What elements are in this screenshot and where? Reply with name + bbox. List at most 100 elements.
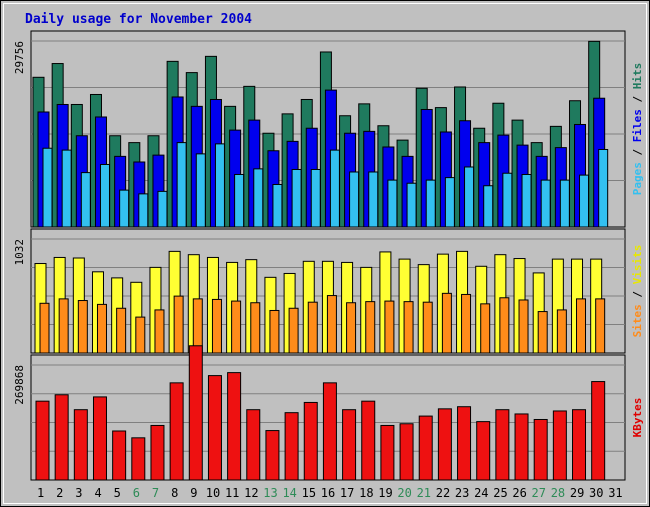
x-tick-label: 17	[340, 486, 354, 500]
bar-sites-day-7	[154, 309, 165, 354]
bar-pages-day-28	[559, 179, 570, 228]
bar-sites-day-11	[231, 300, 242, 354]
x-tick-label: 13	[263, 486, 277, 500]
x-tick-label: 16	[321, 486, 335, 500]
bar-kbytes-day-23	[457, 406, 472, 481]
bar-pages-day-22	[444, 177, 455, 228]
x-tick-label: 3	[75, 486, 82, 500]
bar-pages-day-24	[483, 185, 494, 228]
bar-kbytes-day-28	[552, 410, 567, 481]
bar-kbytes-day-5	[112, 430, 127, 481]
x-tick-label: 23	[455, 486, 469, 500]
bar-pages-day-19	[387, 179, 398, 228]
bar-pages-day-6	[138, 193, 149, 228]
bar-pages-day-1	[42, 147, 53, 228]
bar-sites-day-18	[365, 301, 376, 354]
bar-kbytes-day-17	[342, 409, 357, 481]
bar-pages-day-3	[80, 172, 91, 228]
bar-pages-day-18	[368, 171, 379, 228]
x-tick-label: 18	[359, 486, 373, 500]
bar-sites-day-27	[537, 311, 548, 354]
x-tick-label: 9	[190, 486, 197, 500]
bar-pages-day-27	[540, 179, 551, 228]
x-tick-label: 14	[282, 486, 296, 500]
legend-part: Visits	[631, 245, 644, 285]
bar-kbytes-day-19	[380, 424, 395, 481]
bar-sites-day-6	[135, 316, 146, 354]
bar-pages-day-15	[310, 168, 321, 228]
x-tick-label: 19	[378, 486, 392, 500]
bar-sites-day-2	[58, 298, 69, 354]
y-max-label: 29756	[13, 41, 26, 74]
bar-sites-day-17	[346, 302, 357, 354]
bar-sites-day-24	[480, 303, 491, 354]
bar-pages-day-8	[176, 142, 187, 228]
bar-kbytes-day-24	[476, 421, 491, 481]
bar-sites-day-20	[403, 301, 414, 354]
legend-part: /	[631, 284, 644, 304]
bar-pages-day-12	[253, 168, 264, 228]
bar-pages-day-26	[521, 173, 532, 228]
bar-kbytes-day-30	[591, 381, 606, 481]
bar-kbytes-day-4	[92, 396, 107, 481]
x-tick-label: 20	[397, 486, 411, 500]
bar-sites-day-13	[269, 309, 280, 354]
bar-sites-day-12	[250, 302, 261, 354]
bar-kbytes-day-9	[188, 345, 203, 481]
bar-sites-day-8	[173, 295, 184, 354]
panel-hits-files-pages: 29756 Pages / Files / Hits	[13, 30, 644, 228]
x-tick-label: 8	[171, 486, 178, 500]
bar-sites-day-1	[39, 302, 50, 354]
bar-pages-day-16	[329, 149, 340, 228]
bar-kbytes-day-10	[207, 375, 222, 481]
x-tick-label: 6	[133, 486, 140, 500]
x-tick-label: 26	[512, 486, 526, 500]
bar-kbytes-day-27	[533, 418, 548, 481]
x-tick-label: 22	[436, 486, 450, 500]
y-max-label: 269868	[13, 365, 26, 405]
bar-kbytes-day-25	[495, 409, 510, 481]
bar-pages-day-14	[291, 168, 302, 228]
x-tick-label: 12	[244, 486, 258, 500]
bar-kbytes-day-3	[73, 409, 88, 481]
bar-sites-day-19	[384, 300, 395, 354]
bar-pages-day-23	[464, 166, 475, 228]
x-tick-label: 5	[114, 486, 121, 500]
x-tick-label: 25	[493, 486, 507, 500]
chart-border-inner	[3, 3, 647, 504]
chart-panels: 29756 Pages / Files / Hits 1032 Sites / Vis…	[13, 30, 644, 481]
bar-sites-day-5	[116, 307, 127, 354]
bar-kbytes-day-21	[418, 415, 433, 481]
legend-part: Sites	[631, 304, 644, 337]
bar-pages-day-13	[272, 183, 283, 228]
bar-pages-day-21	[425, 179, 436, 228]
legend-part: Files	[631, 109, 644, 142]
bar-pages-day-5	[119, 189, 130, 228]
series-legend-label: KBytes	[631, 398, 644, 438]
legend-part: Hits	[631, 63, 644, 90]
bar-pages-day-25	[502, 172, 513, 228]
legend-part: Pages	[631, 162, 644, 195]
bar-sites-day-9	[192, 298, 203, 354]
bar-sites-day-16	[326, 295, 337, 354]
bar-kbytes-day-13	[265, 430, 280, 481]
x-tick-label: 21	[417, 486, 431, 500]
bar-sites-day-25	[499, 297, 510, 354]
x-tick-label: 29	[570, 486, 584, 500]
bar-kbytes-day-26	[514, 413, 529, 481]
bar-pages-day-29	[579, 174, 590, 228]
bar-pages-day-17	[349, 171, 360, 228]
panel-visits-sites: 1032 Sites / Visits	[13, 228, 644, 354]
bar-sites-day-14	[288, 307, 299, 354]
x-tick-label: 15	[302, 486, 316, 500]
bar-sites-day-29	[576, 298, 587, 354]
bar-pages-day-10	[214, 143, 225, 228]
x-tick-label: 1	[37, 486, 44, 500]
bar-sites-day-22	[441, 292, 452, 354]
bar-kbytes-day-11	[227, 372, 242, 481]
bar-sites-day-26	[518, 299, 529, 354]
panel-kbytes: 269868 KBytes	[13, 345, 644, 481]
x-tick-label: 27	[532, 486, 546, 500]
x-tick-label: 4	[94, 486, 101, 500]
